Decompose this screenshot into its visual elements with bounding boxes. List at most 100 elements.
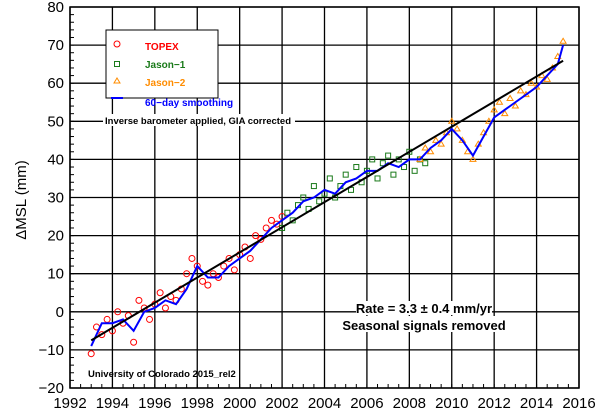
topex-point	[161, 304, 169, 312]
jason2-point	[490, 105, 499, 113]
data-layer	[87, 37, 567, 358]
annotation-bg	[103, 114, 295, 126]
x-tick-label: 2010	[435, 395, 468, 412]
jason1-point	[369, 156, 376, 163]
jason1-point	[316, 198, 323, 205]
y-tick-label: 0	[56, 304, 64, 321]
smoothing-line	[90, 44, 565, 347]
trend-line	[90, 59, 564, 342]
legend-square-marker	[114, 61, 120, 67]
x-tick-label: 2000	[223, 395, 256, 412]
jason1-point	[411, 167, 418, 174]
x-tick-label: 2012	[477, 395, 510, 412]
jason1-point	[401, 164, 408, 171]
jason1-point	[326, 175, 333, 182]
legend-smoothing: 60−day smoothing	[145, 98, 233, 109]
topex-point	[98, 331, 106, 339]
topex-point	[262, 224, 270, 232]
topex-point	[273, 220, 281, 228]
y-tick-label: 70	[47, 37, 64, 54]
jason2-point	[484, 117, 493, 124]
jason1-point	[422, 160, 429, 167]
topex-point	[183, 270, 191, 278]
x-tick-label: 2006	[350, 395, 383, 412]
jason1-point	[342, 171, 349, 178]
y-tick-label: −20	[39, 380, 64, 397]
x-tick-label: 2016	[562, 395, 595, 412]
jason2-point	[453, 124, 461, 132]
seasonal-bg	[338, 316, 510, 332]
y-tick-label: 40	[47, 151, 64, 168]
axis-ticks: 1992 1994 1996 1998 2000 2002 2004 2006 2008 2010…	[39, 0, 596, 412]
topex-point	[199, 277, 207, 285]
topex-point	[114, 308, 122, 316]
topex-point	[146, 315, 154, 323]
topex-point	[204, 281, 212, 289]
x-tick-label: 1998	[181, 395, 214, 412]
topex-point	[193, 262, 201, 270]
x-tick-label: 2008	[393, 395, 426, 412]
annotation-inverse-barometer: Inverse barometer applied, GIA corrected	[105, 116, 291, 127]
x-tick-label: 1994	[96, 395, 129, 412]
topex-point	[252, 232, 260, 240]
jason1-point	[310, 183, 317, 190]
legend-box	[105, 29, 219, 99]
x-tick-label: 2002	[265, 395, 298, 412]
jason2-point	[511, 102, 520, 109]
legend-jason1: Jason−1	[145, 60, 186, 71]
jason2-point	[447, 117, 456, 124]
jason2-point	[506, 94, 514, 101]
jason2-point	[421, 143, 430, 151]
y-tick-label: 50	[47, 113, 64, 130]
legend: TOPEX Jason−1 Jason−2 60−day smoothing	[105, 29, 233, 109]
jason1-point	[374, 175, 381, 182]
x-tick-label: 2014	[520, 395, 553, 412]
y-tick-label: 20	[47, 228, 64, 245]
legend-jason2: Jason−2	[145, 78, 186, 89]
jason1-point	[385, 152, 392, 159]
jason1-point	[379, 160, 386, 167]
x-tick-label: 1992	[53, 395, 86, 412]
y-tick-label: 60	[47, 75, 64, 92]
topex-point	[156, 289, 164, 297]
topex-point	[257, 235, 265, 243]
topex-point	[188, 254, 196, 262]
jason2-point	[527, 79, 536, 86]
annotation-seasonal: Seasonal signals removed	[342, 318, 505, 333]
y-tick-label: 80	[47, 0, 64, 16]
x-tick-label: 2004	[308, 395, 341, 412]
topex-point	[267, 216, 275, 224]
annotation-credit: University of Colorado 2015_rel2	[88, 369, 236, 380]
topex-point	[246, 254, 254, 262]
legend-topex: TOPEX	[145, 42, 179, 53]
jason2-point	[559, 37, 567, 44]
legend-triangle-marker	[113, 77, 121, 84]
y-tick-label: 10	[47, 266, 64, 283]
jason1-point	[406, 148, 413, 155]
legend-circle-marker	[113, 40, 121, 48]
jason2-point	[543, 75, 552, 82]
topex-point	[220, 262, 228, 270]
y-tick-label: 30	[47, 190, 64, 207]
topex-point	[130, 338, 138, 346]
jason1-point	[353, 164, 360, 171]
jason2-point	[431, 136, 440, 143]
annotation-rate: Rate = 3.3 ± 0.4 mm/yr	[356, 301, 492, 316]
jason2-point	[469, 155, 477, 162]
x-tick-label: 1996	[138, 395, 171, 412]
topex-point	[135, 296, 143, 304]
topex-point	[225, 254, 233, 262]
jason2-point	[426, 147, 435, 155]
jason2-point	[500, 109, 509, 117]
jason1-point	[321, 190, 328, 197]
y-axis-label: ΔMSL (mm)	[13, 160, 30, 239]
jason1-point	[300, 194, 307, 201]
jason2-point	[495, 98, 504, 105]
jason2-point	[437, 140, 446, 147]
topex-point	[103, 315, 111, 323]
topex-point	[230, 266, 238, 274]
rate-bg	[356, 301, 492, 315]
y-tick-label: −10	[39, 342, 64, 359]
topex-point	[87, 350, 95, 358]
